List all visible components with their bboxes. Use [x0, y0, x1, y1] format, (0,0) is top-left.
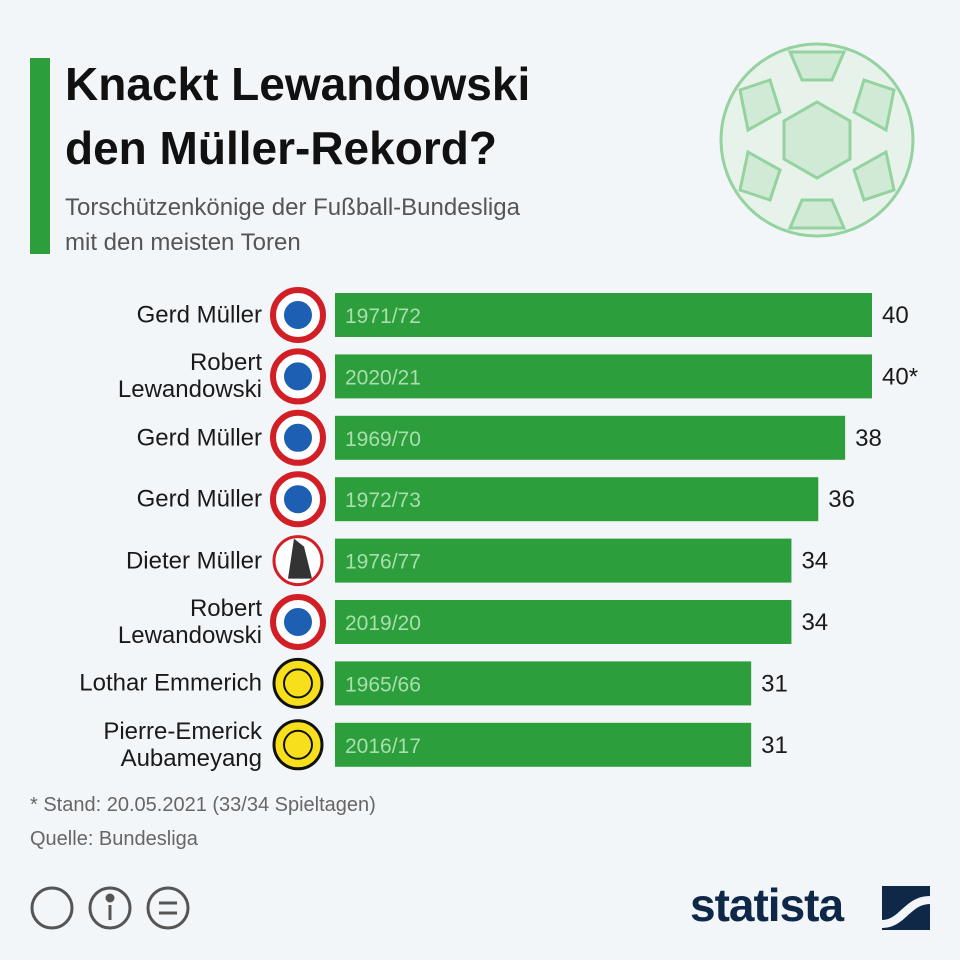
season-label: 1969/70 — [345, 428, 421, 451]
club-logo — [272, 657, 324, 709]
bar — [335, 293, 872, 337]
category-label: Lothar Emmerich — [79, 669, 262, 697]
brand-icon — [882, 886, 930, 930]
category-label: Robert Lewandowski — [117, 349, 262, 404]
footnote: * Stand: 20.05.2021 (33/34 Spieltagen) — [30, 794, 376, 816]
club-logo-center — [282, 421, 314, 454]
value-label: 34 — [801, 609, 828, 636]
accent-bar — [30, 58, 50, 254]
season-label: 1971/72 — [345, 305, 421, 328]
value-label: 40* — [882, 363, 918, 390]
club-logo-ring — [283, 729, 313, 760]
brand: statista — [690, 879, 844, 931]
season-label: 2016/17 — [345, 735, 421, 758]
bar — [335, 477, 819, 522]
category-label: Gerd Müller — [136, 424, 262, 452]
club-logo-center — [282, 483, 314, 516]
value-label: 31 — [761, 670, 788, 697]
club-logo-center — [282, 360, 314, 393]
bar — [335, 661, 752, 706]
subtitle: Torschützenkönige der Fußball-Bundesliga… — [65, 194, 520, 256]
bar — [335, 354, 872, 399]
ball-icon — [719, 42, 915, 238]
value-label: 34 — [801, 548, 828, 575]
value-label: 31 — [761, 732, 788, 759]
category-label: Gerd Müller — [136, 301, 262, 329]
club-logo-center — [282, 606, 314, 638]
bar — [335, 722, 752, 767]
season-label: 2019/20 — [345, 612, 421, 635]
season-label: 1965/66 — [345, 673, 421, 696]
club-logo-goat — [288, 538, 312, 579]
value-label: 40 — [882, 302, 909, 329]
bar — [335, 600, 792, 644]
source: Quelle: Bundesliga — [30, 828, 198, 850]
season-label: 2020/21 — [345, 366, 421, 389]
category-label: Gerd Müller — [136, 485, 262, 513]
value-label: 38 — [855, 425, 882, 452]
club-logo — [272, 719, 324, 771]
category-label: Pierre-Emerick Aubameyang — [103, 717, 262, 772]
club-logo-center — [282, 299, 314, 331]
season-label: 1972/73 — [345, 489, 421, 512]
title: Knackt Lewandowski den Müller-Rekord? — [65, 58, 531, 174]
club-logo-ring — [283, 668, 313, 699]
license-icons — [30, 886, 190, 930]
category-label: Dieter Müller — [125, 547, 262, 575]
bar — [335, 415, 846, 460]
value-label: 36 — [828, 486, 855, 513]
category-label: Robert Lewandowski — [117, 595, 262, 649]
season-label: 1976/77 — [345, 551, 421, 574]
bar — [335, 538, 792, 583]
